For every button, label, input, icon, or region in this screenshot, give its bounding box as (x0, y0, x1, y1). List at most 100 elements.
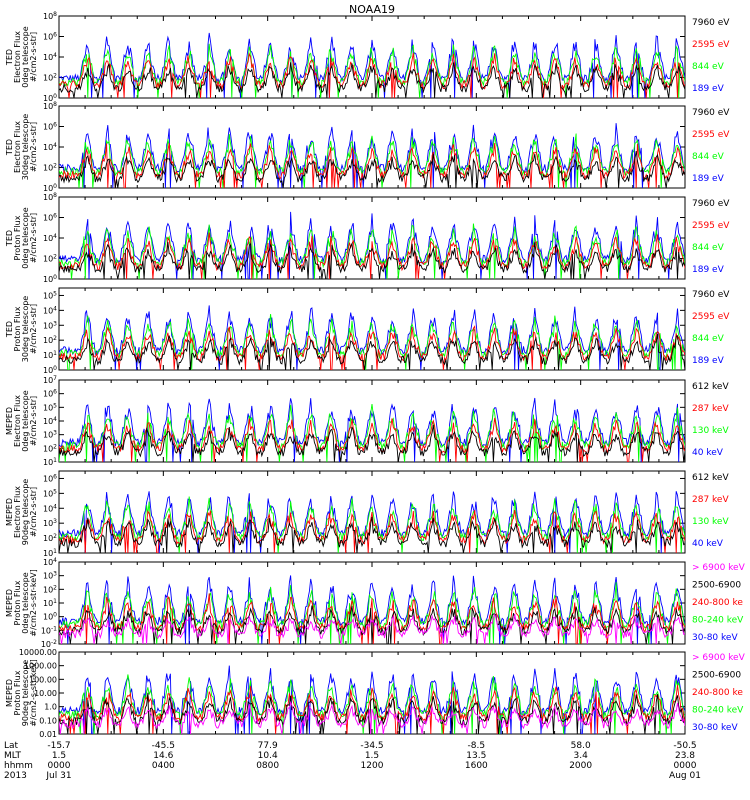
y-tick-label: 10-2 (41, 639, 57, 649)
legend-entry: 287 keV (692, 495, 729, 505)
y-axis-label: MEPED (5, 407, 14, 435)
y-tick-label: 104 (43, 52, 57, 62)
x-tick-label: 10.4 (258, 751, 278, 761)
panel-1: 100 102 104 106 108 TED Electron Flux 0deg tele… (5, 11, 730, 103)
x-tick-label: 1.5 (365, 751, 379, 761)
y-tick-label: 100 (43, 274, 57, 284)
y-tick-label: 104 (43, 305, 57, 315)
y-axis-label: 0deg telescope (21, 572, 30, 633)
trace-3 (59, 605, 685, 644)
legend-entry: 2595 eV (692, 312, 730, 322)
legend-entry: 189 eV (692, 84, 725, 94)
y-axis-label: #/cm2-s-str] (29, 122, 38, 172)
y-axis-label: 30deg telescope (21, 296, 30, 363)
trace-2 (59, 142, 685, 188)
y-tick-label: 106 (43, 32, 57, 42)
y-tick-label: 102 (43, 443, 57, 453)
plot-title: NOAA19 (349, 3, 395, 16)
legend-entry: 80-240 keV (692, 616, 744, 626)
legend-entry: 240-800 ke (692, 688, 743, 698)
legend-entry: 287 keV (692, 404, 729, 414)
legend-entry: 130 keV (692, 517, 729, 527)
legend-entry: 189 eV (692, 174, 725, 184)
traces (59, 491, 685, 553)
y-axis-label: 0deg telescope (21, 207, 30, 268)
x-tick-label: 1600 (465, 761, 488, 771)
x-row-label: 2013 (4, 771, 27, 781)
trace-1 (59, 314, 685, 370)
panel-6: 101 102 103 104 105 106 MEPED Electron Flux 90de… (5, 470, 729, 558)
traces (59, 665, 685, 734)
x-tick-label: 1.5 (52, 751, 66, 761)
x-tick-label: 77.9 (258, 741, 278, 751)
y-axis-label: TED (5, 49, 14, 66)
trace-4 (59, 700, 685, 734)
traces (59, 123, 685, 188)
y-axis-label: #/cm2-s-str] (29, 213, 38, 263)
legend-entry: 2500-6900 (692, 671, 741, 681)
legend-entry: 189 eV (692, 265, 725, 275)
panel-2: 100 102 104 106 108 TED Electron Flux 30deg tel… (5, 101, 730, 193)
y-tick-label: 102 (43, 254, 57, 264)
panel-frame (58, 379, 686, 463)
y-tick-label: 105 (43, 290, 57, 300)
y-axis-label: #/cm2-s-str-keV] (29, 659, 38, 726)
y-tick-label: 106 (43, 122, 57, 132)
y-axis-label: 90deg telescope (21, 660, 30, 727)
panel-frame (58, 651, 686, 735)
y-tick-label: 103 (43, 518, 57, 528)
trace-3 (59, 692, 685, 734)
panel-frame (58, 105, 686, 189)
legend-entry: 612 keV (692, 382, 729, 392)
legend-entry: > 6900 keV (692, 653, 746, 663)
y-tick-label: 0.10 (39, 716, 57, 725)
y-axis-label: Electron Flux (13, 486, 22, 538)
y-tick-label: 100 (43, 612, 57, 622)
trace-1 (59, 403, 685, 462)
x-tick-label: 1200 (361, 761, 384, 771)
y-axis-label: Proton Flux (13, 215, 22, 260)
trace-4 (59, 613, 685, 644)
panel-4: 100 101 102 103 104 105 TED Proton Flux 30deg te… (5, 287, 730, 375)
legend-entry: 612 keV (692, 473, 729, 483)
trace-0 (59, 305, 685, 370)
trace-2 (59, 417, 685, 462)
legend-entry: 40 keV (692, 448, 724, 458)
y-axis-label: #/cm2-s-str] (29, 396, 38, 446)
y-axis-label: #/cm2-s-str] (29, 304, 38, 354)
y-axis-label: Electron Flux (13, 121, 22, 173)
legend-entry: 2595 eV (692, 130, 730, 140)
trace-0 (59, 397, 685, 462)
trace-3 (59, 242, 685, 279)
y-tick-label: 101 (43, 457, 57, 467)
y-tick-label: 108 (43, 192, 57, 202)
x-tick-label: 0800 (256, 761, 279, 771)
legend-entry: 2500-6900 (692, 581, 741, 591)
y-tick-label: 108 (43, 11, 57, 21)
y-axis-label: 90deg telescope (21, 479, 30, 546)
y-tick-label: 103 (43, 571, 57, 581)
x-row-label: MLT (4, 751, 22, 761)
legend-entry: 7960 eV (692, 290, 730, 300)
legend-entry: 2595 eV (692, 221, 730, 231)
trace-3 (59, 516, 685, 553)
trace-3 (59, 151, 685, 188)
traces (59, 305, 685, 370)
trace-1 (59, 43, 685, 98)
y-tick-label: 100.00 (29, 675, 57, 684)
y-axis-label: 30deg telescope (21, 114, 30, 181)
y-axis-label: 0deg telescope (21, 390, 30, 451)
x-tick-label: 14.6 (153, 751, 173, 761)
y-tick-label: 100 (43, 365, 57, 375)
trace-1 (59, 496, 685, 553)
y-axis-label: TED (5, 139, 14, 156)
y-axis-label: MEPED (5, 589, 14, 617)
y-tick-label: 102 (43, 335, 57, 345)
x-row-label: Lat (4, 741, 19, 751)
y-tick-label: 104 (43, 503, 57, 513)
y-axis-label: 0deg telescope (21, 26, 30, 87)
traces (59, 211, 685, 279)
x-tick-label: -50.5 (673, 741, 696, 751)
y-tick-label: 100 (43, 93, 57, 103)
